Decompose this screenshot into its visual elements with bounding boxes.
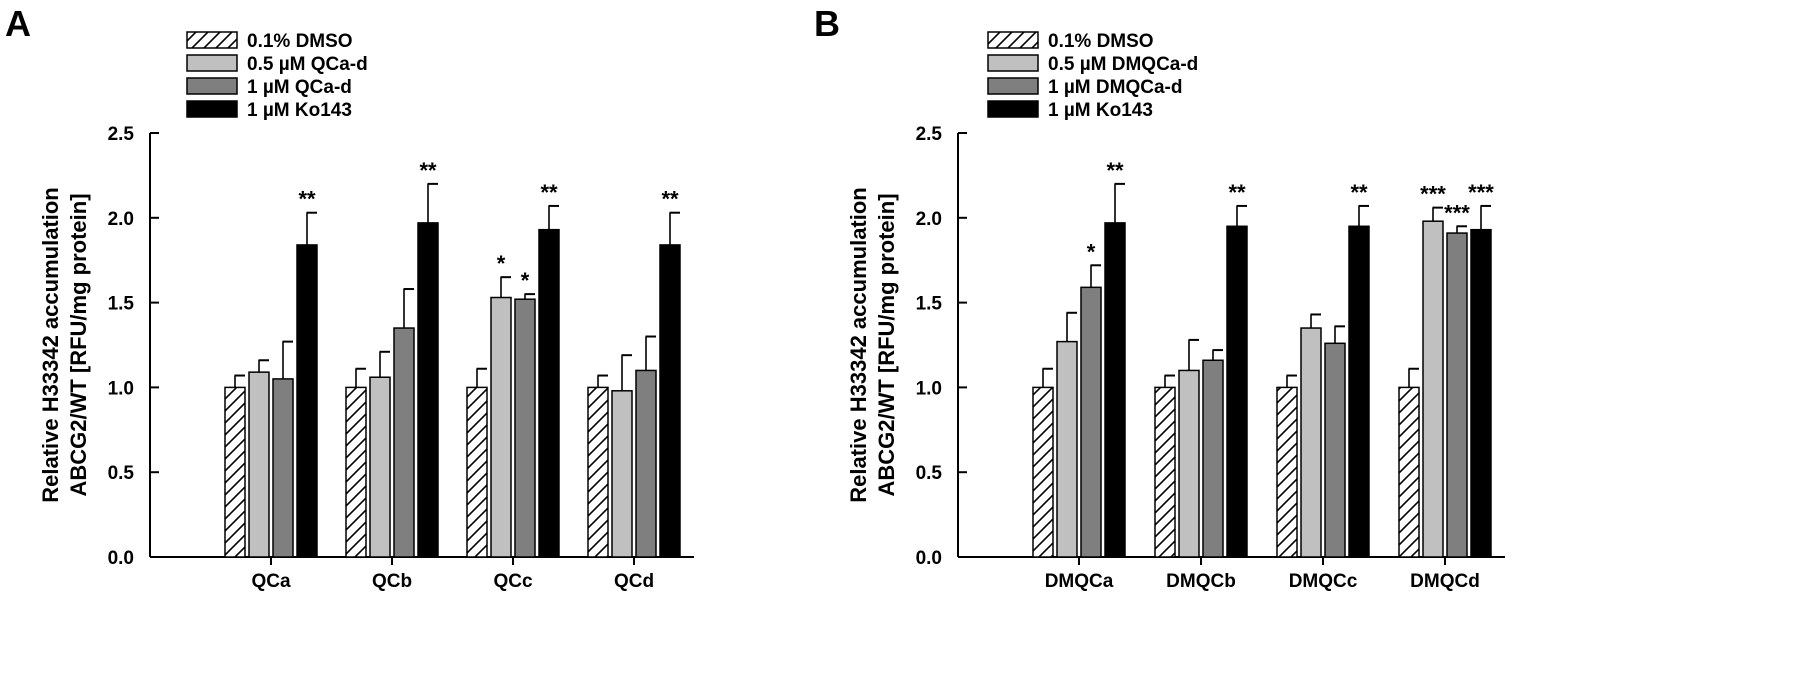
legend-swatch (987, 31, 1039, 49)
panel-b-ylabel-line-1: Relative H33342 accumulation (846, 187, 871, 502)
bar (1056, 340, 1078, 558)
legend-swatch (186, 54, 238, 72)
x-category-label: QCd (614, 571, 654, 592)
panel-a-ylabel-line-1: Relative H33342 accumulation (38, 187, 63, 502)
bar (490, 296, 512, 558)
bar (1080, 286, 1102, 558)
significance-label: ** (419, 158, 437, 183)
bar (514, 298, 536, 558)
legend-swatch (186, 100, 238, 118)
bar (1178, 369, 1200, 558)
bar (248, 371, 270, 558)
bar (1276, 386, 1298, 558)
y-tick-label: 0.5 (916, 463, 943, 484)
bar (1226, 225, 1248, 558)
bar (1104, 222, 1126, 558)
significance-label: *** (1444, 200, 1470, 225)
bar (393, 327, 415, 558)
y-tick-label: 1.0 (108, 378, 134, 399)
x-category-label: DMQCb (1166, 571, 1236, 592)
bar (1470, 228, 1492, 558)
legend-swatch (186, 77, 238, 95)
y-tick-label: 0.5 (108, 463, 135, 484)
significance-label: ** (1350, 180, 1368, 205)
bar (1032, 386, 1054, 558)
y-tick-label: 2.5 (916, 124, 943, 145)
bar (224, 386, 246, 558)
bar (466, 386, 488, 558)
significance-label: * (1087, 239, 1096, 264)
legend-swatch (987, 54, 1039, 72)
bar (1422, 220, 1444, 558)
legend-swatch (186, 31, 238, 49)
bar (538, 228, 560, 558)
legend-label: 1 µM DMQCa-d (1048, 77, 1182, 98)
x-category-label: DMQCc (1289, 571, 1358, 592)
x-category-label: DMQCd (1410, 571, 1480, 592)
y-tick-label: 2.0 (916, 209, 942, 230)
significance-label: * (521, 268, 530, 293)
significance-label: *** (1420, 182, 1446, 207)
panel-b-ylabel-line-2: ABCG2/WT [RFU/mg protein] (874, 193, 899, 496)
bar (1348, 225, 1370, 558)
bar (1154, 386, 1176, 558)
panel-a-ylabel-line-2: ABCG2/WT [RFU/mg protein] (66, 193, 91, 496)
significance-label: ** (661, 187, 679, 212)
y-tick-label: 1.5 (108, 294, 135, 315)
significance-label: *** (1468, 180, 1494, 205)
bar (369, 376, 391, 558)
legend-label: 0.1% DMSO (247, 31, 353, 52)
bar (1398, 386, 1420, 558)
x-category-label: DMQCa (1045, 571, 1114, 592)
x-category-label: QCb (372, 571, 412, 592)
panel-b-chart: B Relative H33342 accumulation ABCG2/WT … (814, 3, 1505, 592)
bar (635, 369, 657, 558)
legend-swatch (987, 100, 1039, 118)
legend-label: 1 µM Ko143 (247, 100, 352, 121)
panel-a-letter: A (5, 3, 31, 44)
bar (296, 244, 318, 558)
x-category-label: QCc (493, 571, 533, 592)
significance-label: * (497, 251, 506, 276)
bar (1202, 359, 1224, 558)
legend-swatch (987, 77, 1039, 95)
y-tick-label: 1.0 (916, 378, 942, 399)
significance-label: ** (1106, 158, 1124, 183)
significance-label: ** (1228, 180, 1246, 205)
panel-a-chart: A Relative H33342 accumulation ABCG2/WT … (5, 3, 694, 592)
legend-label: 0.5 µM DMQCa-d (1048, 54, 1198, 75)
y-tick-label: 1.5 (916, 294, 943, 315)
significance-label: ** (540, 180, 558, 205)
bar (659, 244, 681, 558)
bar (417, 222, 439, 558)
bar (1300, 327, 1322, 558)
x-category-label: QCa (251, 571, 291, 592)
bar (272, 378, 294, 558)
bar (587, 386, 609, 558)
legend-label: 1 µM Ko143 (1048, 100, 1153, 121)
legend-label: 1 µM QCa-d (247, 77, 352, 98)
y-tick-label: 0.0 (108, 548, 134, 569)
legend-label: 0.5 µM QCa-d (247, 54, 368, 75)
y-tick-label: 0.0 (916, 548, 942, 569)
bar (1446, 232, 1468, 558)
bar (611, 390, 633, 558)
panel-b-letter: B (814, 3, 840, 44)
bar (1324, 342, 1346, 558)
bar (345, 386, 367, 558)
y-tick-label: 2.0 (108, 209, 134, 230)
legend-label: 0.1% DMSO (1048, 31, 1154, 52)
y-tick-label: 2.5 (108, 124, 135, 145)
significance-label: ** (298, 187, 316, 212)
